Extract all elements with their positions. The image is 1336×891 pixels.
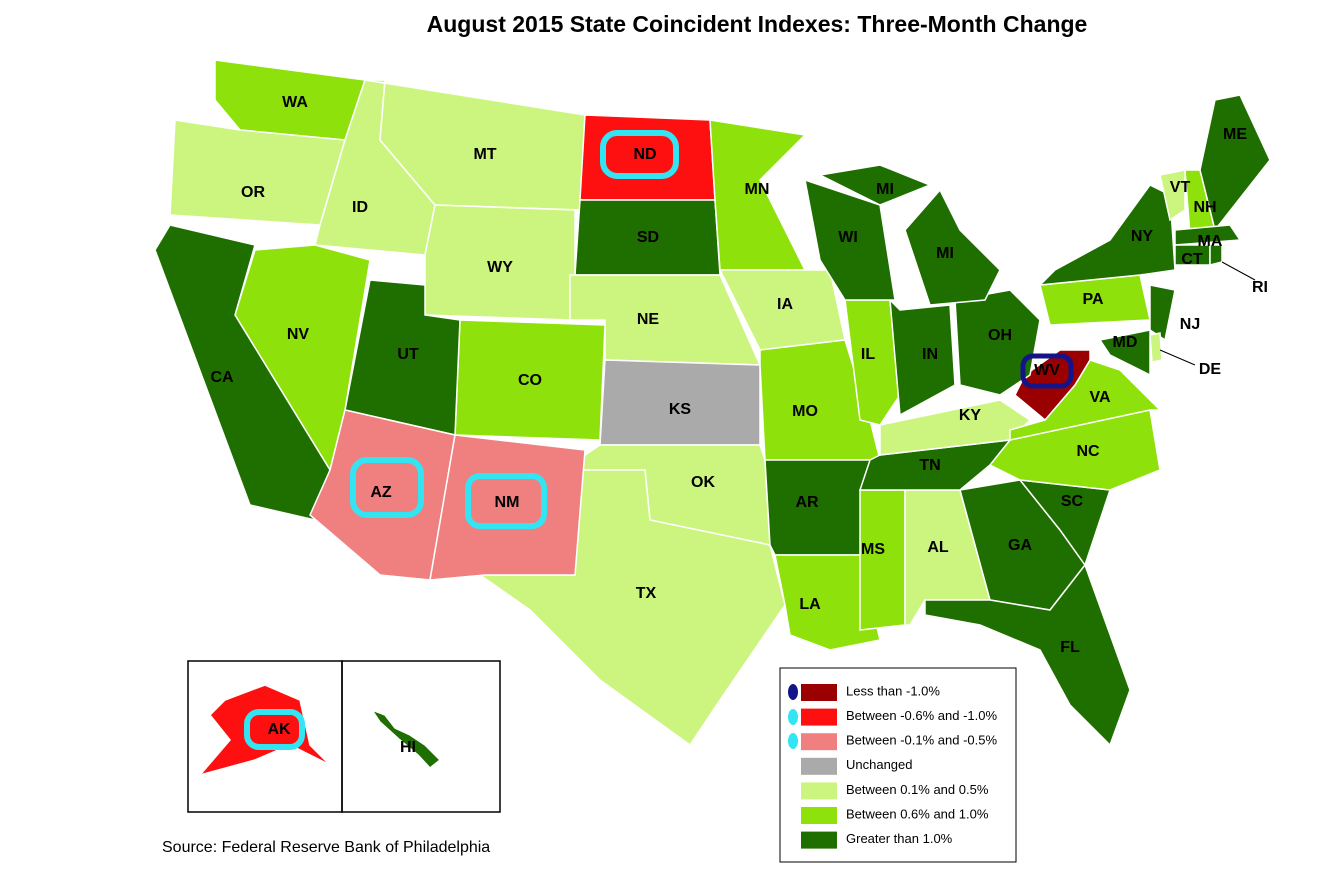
state-label: CA: [210, 369, 234, 386]
state-label: CT: [1181, 251, 1203, 268]
state-label: KS: [669, 401, 692, 418]
state: [1037, 184, 1176, 286]
state-label: IN: [922, 346, 938, 363]
state-label: AR: [795, 494, 819, 511]
state-label: AK: [267, 721, 291, 738]
state-label: NJ: [1180, 316, 1200, 333]
state-label: NE: [637, 311, 660, 328]
source: Source: Federal Reserve Bank of Philadel…: [162, 839, 490, 856]
state-label: NH: [1193, 199, 1216, 216]
map-title: August 2015 State Coincident Indexes: Th…: [427, 11, 1088, 37]
state: [954, 289, 1041, 396]
state: [817, 164, 933, 206]
legend-annotation: [788, 709, 798, 725]
state-label: WV: [1034, 362, 1060, 379]
state-label: MT: [473, 146, 496, 163]
state-label: OR: [241, 184, 265, 201]
annotations: [244, 130, 1256, 750]
state-label: TX: [636, 585, 657, 602]
state-label: DE: [1199, 361, 1222, 378]
legend-annotation: [788, 684, 798, 700]
legend-label: Unchanged: [846, 757, 913, 772]
state-label: FL: [1060, 639, 1080, 656]
legend-swatch: [801, 757, 837, 775]
legend-swatch: [801, 708, 837, 726]
state: [804, 178, 896, 301]
legend-label: Between 0.6% and 1.0%: [846, 806, 989, 821]
legend-label: Between 0.1% and 0.5%: [846, 782, 989, 797]
state-label: LA: [799, 596, 821, 613]
state-label: ID: [352, 199, 368, 216]
state-label: MI: [876, 181, 894, 198]
state-label: MN: [745, 181, 770, 198]
state: [197, 684, 331, 777]
state: [429, 434, 586, 581]
state-label: VT: [1170, 179, 1191, 196]
state-label: CO: [518, 372, 542, 389]
state-label: NC: [1076, 443, 1100, 460]
state-label: PA: [1082, 291, 1103, 308]
leader-line: [1159, 349, 1196, 366]
state-label: ME: [1223, 126, 1247, 143]
states: WA OR ID MT ND SD WY NE KS OK TX MN IA MO AR LA MS AL GA FL…: [154, 59, 1271, 777]
state-label: MI: [936, 245, 954, 262]
state-label: IA: [777, 296, 793, 313]
state-label: WY: [487, 259, 513, 276]
highlight: [600, 130, 679, 179]
state: [1149, 332, 1163, 363]
state-label: ND: [633, 146, 656, 163]
hawaii-inset: [341, 660, 501, 813]
legend-swatch: [801, 733, 837, 751]
state: [904, 188, 1001, 306]
state: [889, 298, 956, 417]
state-label: NY: [1131, 228, 1154, 245]
state-label: SC: [1061, 493, 1084, 510]
legend-swatch: [801, 684, 837, 701]
legend: Less than -1.0% Between -0.6% and -1.0% Be…: [801, 683, 997, 849]
state-label: WI: [838, 229, 858, 246]
legend-label: Greater than 1.0%: [846, 831, 953, 846]
legend-label: Less than -1.0%: [846, 683, 940, 698]
state-label: MD: [1113, 334, 1138, 351]
state-label: MS: [861, 541, 885, 558]
highlight: [1020, 353, 1074, 389]
highlight: [350, 457, 424, 518]
state-label: MO: [792, 403, 818, 420]
state-label: NV: [287, 326, 310, 343]
legend-label: Between -0.1% and -0.5%: [846, 733, 997, 748]
state: [924, 563, 1131, 747]
state: [1159, 169, 1186, 222]
state-label: RI: [1252, 279, 1268, 296]
state-label: AL: [927, 539, 949, 556]
state-label: WA: [282, 94, 308, 111]
state: [1199, 94, 1271, 232]
state: [1098, 329, 1151, 377]
highlight: [244, 709, 305, 750]
legend-swatch: [801, 782, 837, 800]
highlight: [465, 473, 547, 529]
state-label: TN: [919, 457, 940, 474]
legend-swatch: [801, 831, 837, 849]
legend-annotation: [788, 733, 798, 749]
state: [370, 708, 442, 770]
state: [1149, 284, 1176, 342]
state-label: AZ: [370, 484, 392, 501]
state-label: NM: [495, 494, 520, 511]
state-label: GA: [1008, 537, 1032, 554]
state-label: UT: [397, 346, 419, 363]
state-label: SD: [637, 229, 659, 246]
legend-label: Between -0.6% and -1.0%: [846, 708, 997, 723]
state-label: KY: [959, 407, 982, 424]
state: [859, 489, 906, 631]
state-label: OK: [691, 474, 715, 491]
state: [1174, 224, 1242, 246]
state-label: OH: [988, 327, 1012, 344]
state-label: VA: [1089, 389, 1110, 406]
state-label: HI: [400, 739, 416, 756]
legend-swatch: [801, 807, 837, 824]
state-label: MA: [1198, 233, 1223, 250]
leader-line: [1221, 261, 1256, 281]
state-label: IL: [861, 346, 875, 363]
